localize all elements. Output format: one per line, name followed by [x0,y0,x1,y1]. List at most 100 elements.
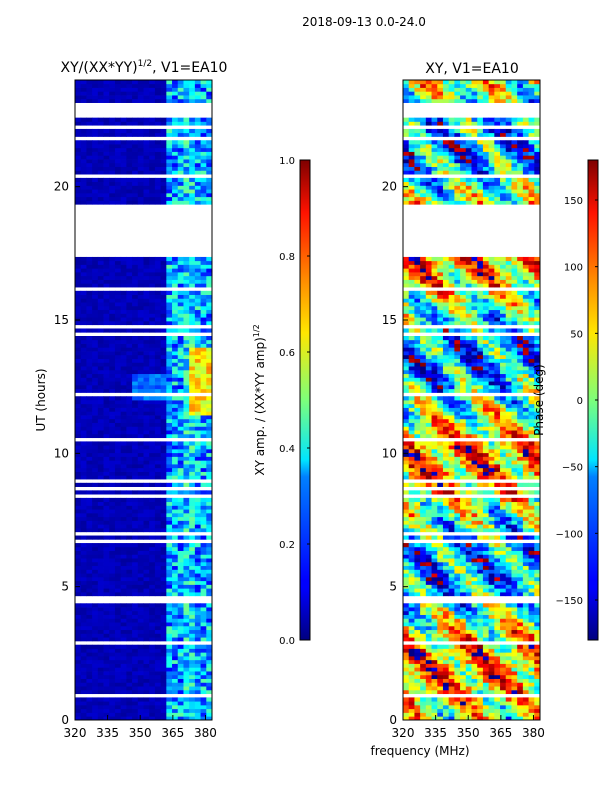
heatmap-cell [109,576,116,582]
heatmap-cell [160,445,167,450]
heatmap-cell [177,573,184,578]
heatmap-cell [460,678,467,683]
heatmap-cell [154,543,162,548]
heatmap-cell [460,490,467,495]
heatmap-cell [431,467,438,472]
heatmap-cell [172,181,179,186]
heatmap-cell [137,516,144,521]
heatmap-cell [143,80,150,85]
heatmap-cell [420,445,427,450]
heatmap-cell [454,580,461,585]
heatmap-cell [528,501,535,506]
heatmap-cell [183,558,190,563]
heatmap-cell [149,464,156,469]
amp-x-axis: 320 335 350 365 380 [64,715,217,740]
heatmap-cell [149,117,156,122]
heatmap-cell [103,400,110,405]
heatmap-cell [482,610,490,615]
heatmap-cell [477,456,484,461]
heatmap-cell [437,456,444,461]
heatmap-cell [75,625,82,631]
heatmap-cell [194,475,201,480]
heatmap-cell [522,678,529,683]
heatmap-cell [132,573,139,578]
heatmap-cell [149,682,156,687]
heatmap-cell [534,678,541,683]
heatmap-cell [448,689,455,695]
amp-heatmap [75,80,213,721]
heatmap-cell [200,584,207,589]
heatmap-cell [183,610,190,615]
heatmap-cell [206,565,213,570]
heatmap-cell [92,460,99,465]
heatmap-cell [97,415,104,420]
heatmap-cell [109,177,116,183]
heatmap-cell [97,170,104,175]
heatmap-cell [126,584,133,589]
heatmap-cell [465,467,472,472]
heatmap-cell [114,351,122,356]
heatmap-cell [183,369,190,375]
heatmap-cell [482,558,490,563]
heatmap-cell [114,490,122,495]
heatmap-cell [132,260,139,265]
heatmap-cell [494,550,501,555]
heatmap-cell [154,592,162,597]
heatmap-cell [154,686,162,691]
heatmap-cell [200,400,207,405]
heatmap-cell [160,588,167,593]
heatmap-cell [166,170,173,175]
heatmap-cell [160,155,167,160]
heatmap-cell [460,592,467,597]
heatmap-cell [505,584,512,589]
heatmap-cell [500,448,507,454]
heatmap-cell [465,689,472,695]
heatmap-cell [194,192,201,198]
heatmap-cell [86,256,93,262]
heatmap-cell [109,268,116,273]
heatmap-cell [166,565,173,570]
heatmap-cell [103,256,110,262]
heatmap-cell [442,682,450,687]
heatmap-cell [97,351,104,356]
heatmap-cell [166,584,173,589]
heatmap-cell [92,381,99,386]
heatmap-cell [109,648,116,653]
heatmap-cell [114,87,122,92]
heatmap-cell [189,144,196,149]
heatmap-cell [200,467,207,472]
heatmap-cell [460,708,467,713]
heatmap-cell [120,121,127,126]
heatmap-cell [75,400,82,405]
heatmap-cell [97,573,104,578]
heatmap-cell [177,667,184,672]
heatmap-cell [137,524,144,529]
figure-title: 2018-09-13 0.0-24.0 [302,15,426,29]
heatmap-cell [154,121,162,126]
heatmap-cell [448,588,455,593]
heatmap-cell [137,366,144,371]
heatmap-cell [92,580,99,585]
heatmap-cell [137,674,144,679]
heatmap-cell [482,501,490,506]
heatmap-cell [403,644,410,649]
heatmap-cell [149,535,156,540]
heatmap-cell [522,561,529,567]
heatmap-cell [194,418,201,423]
heatmap-cell [80,550,87,555]
heatmap-cell [420,704,427,710]
heatmap-cell [522,701,529,706]
heatmap-cell [500,422,507,427]
heatmap-cell [80,584,87,589]
heatmap-cell [126,516,133,521]
heatmap-cell [86,565,93,570]
heatmap-cell [143,411,150,416]
heatmap-cell [86,464,93,469]
heatmap-cell [494,448,501,454]
heatmap-cell [189,336,196,341]
heatmap-cell [160,388,167,393]
heatmap-cell [511,622,518,627]
heatmap-cell [414,674,421,679]
heatmap-cell [437,464,444,469]
heatmap-cell [172,686,179,691]
